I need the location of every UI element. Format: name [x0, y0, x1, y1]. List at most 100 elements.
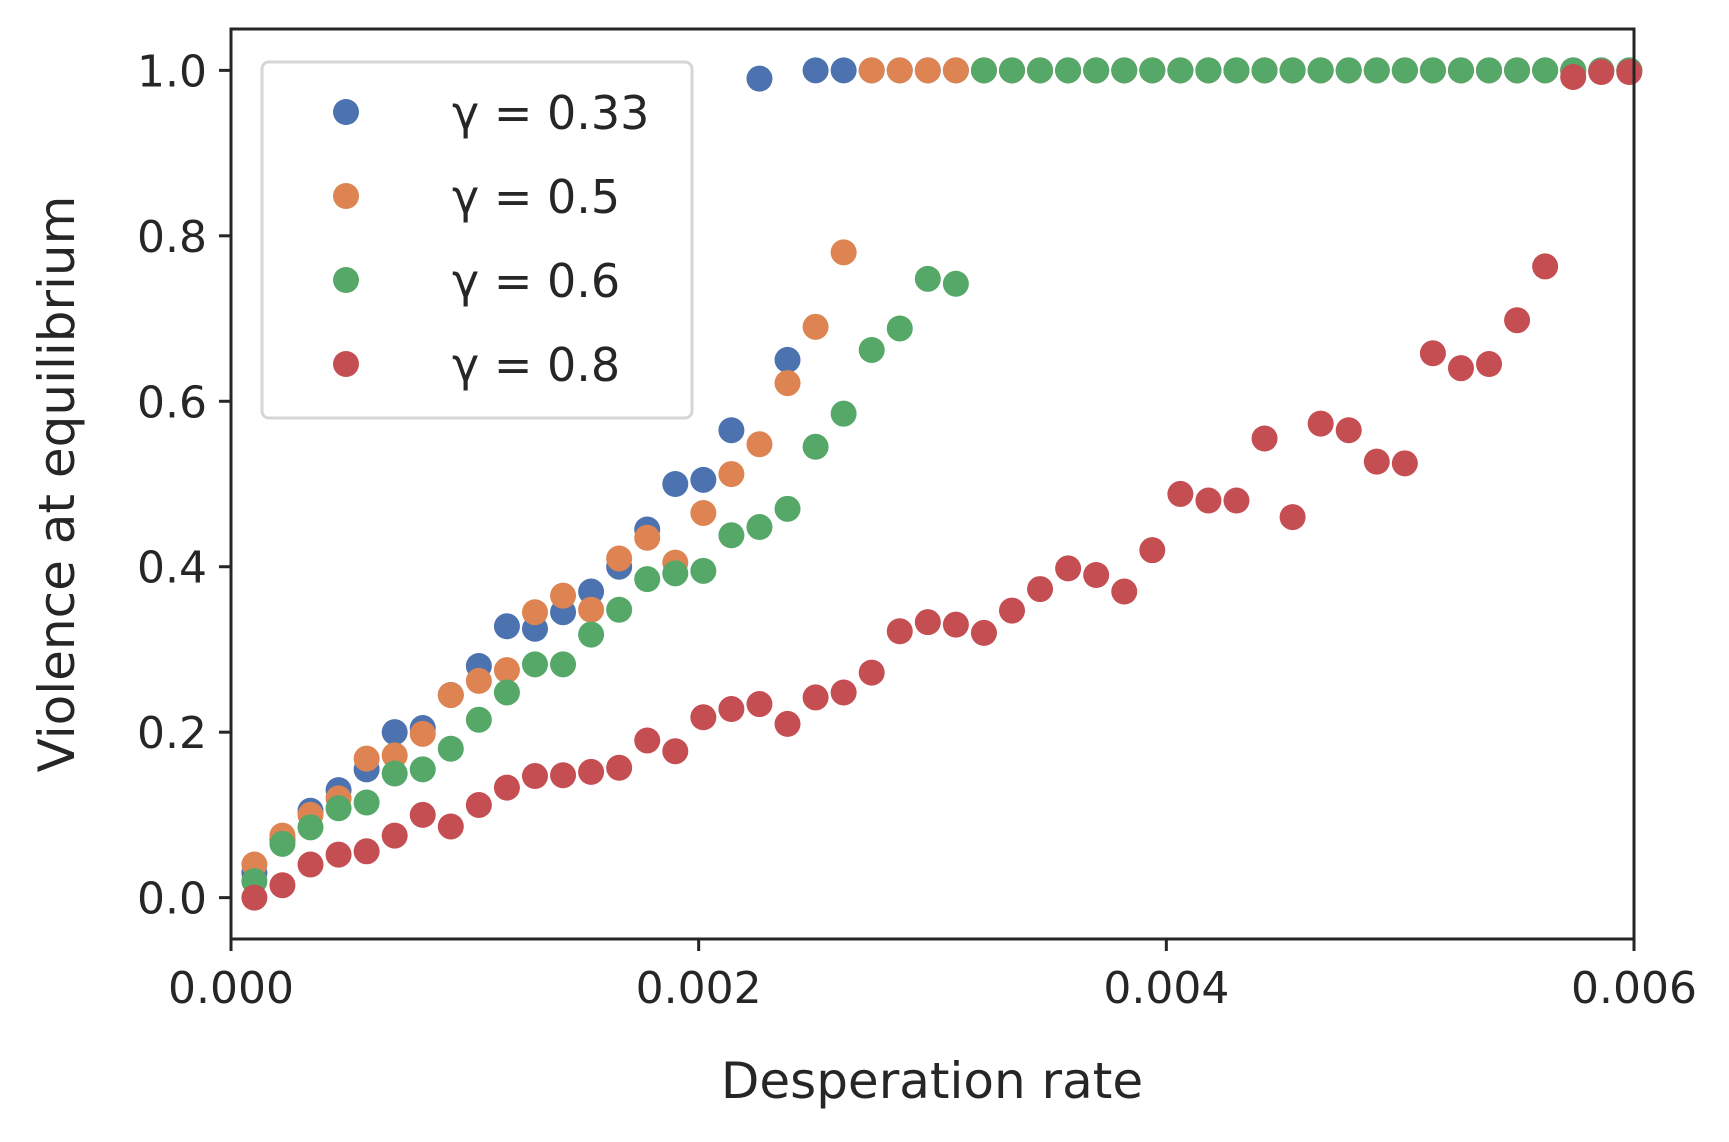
- data-point-series-3-24: [914, 609, 941, 636]
- data-point-series-0-18: [746, 65, 773, 92]
- data-point-series-3-29: [1055, 555, 1082, 582]
- x-tick-label-2: 0.004: [1103, 963, 1229, 1014]
- data-point-series-2-40: [1363, 57, 1390, 84]
- data-point-series-2-11: [550, 651, 577, 678]
- data-point-series-2-23: [886, 315, 913, 342]
- data-point-series-1-24: [914, 57, 941, 84]
- x-tick-label-1: 0.002: [636, 963, 762, 1014]
- data-point-series-3-33: [1167, 480, 1194, 507]
- data-point-series-2-44: [1476, 57, 1503, 84]
- data-point-series-3-19: [774, 710, 801, 737]
- data-point-series-3-47: [1560, 63, 1587, 90]
- plot-marks: [241, 57, 1643, 911]
- data-point-series-2-5: [381, 760, 408, 787]
- legend-marker-0: [333, 99, 359, 125]
- data-point-series-3-21: [830, 679, 857, 706]
- data-point-series-0-9: [493, 613, 520, 640]
- y-tick-label-1: 0.2: [137, 708, 207, 759]
- data-point-series-3-36: [1251, 425, 1278, 452]
- data-point-series-3-14: [634, 727, 661, 754]
- data-point-series-3-9: [493, 774, 520, 801]
- data-point-series-0-12: [578, 578, 605, 605]
- data-point-series-3-34: [1195, 487, 1222, 514]
- data-point-series-2-27: [999, 57, 1026, 84]
- data-point-series-2-13: [606, 596, 633, 623]
- data-point-series-3-27: [999, 597, 1026, 624]
- data-point-series-3-10: [521, 763, 548, 790]
- data-point-series-3-32: [1139, 537, 1166, 564]
- data-point-series-0-16: [690, 466, 717, 493]
- data-point-series-3-5: [381, 822, 408, 849]
- data-point-series-3-4: [353, 838, 380, 865]
- data-point-series-2-38: [1307, 57, 1334, 84]
- data-point-series-3-16: [690, 704, 717, 731]
- y-axis-label: Violence at equilibrium: [28, 196, 86, 773]
- data-point-series-2-19: [774, 495, 801, 522]
- data-point-series-3-45: [1504, 307, 1531, 334]
- data-point-series-2-29: [1055, 57, 1082, 84]
- data-point-series-3-35: [1223, 487, 1250, 514]
- data-point-series-3-20: [802, 684, 829, 711]
- data-point-series-3-46: [1532, 253, 1559, 280]
- data-point-series-1-21: [830, 239, 857, 266]
- data-point-series-2-41: [1391, 57, 1418, 84]
- data-point-series-2-39: [1335, 57, 1362, 84]
- data-point-series-1-19: [774, 370, 801, 397]
- data-point-series-3-41: [1391, 450, 1418, 477]
- data-point-series-3-1: [269, 872, 296, 899]
- data-point-series-2-4: [353, 789, 380, 816]
- data-point-series-3-13: [606, 754, 633, 781]
- data-point-series-1-13: [606, 545, 633, 572]
- data-point-series-2-43: [1447, 57, 1474, 84]
- data-point-series-2-3: [325, 795, 352, 822]
- data-point-series-1-9: [493, 657, 520, 684]
- data-point-series-2-31: [1111, 57, 1138, 84]
- data-point-series-3-12: [578, 758, 605, 785]
- data-point-series-3-30: [1083, 562, 1110, 588]
- data-point-series-3-18: [746, 691, 773, 718]
- data-point-series-3-49: [1616, 59, 1643, 86]
- data-point-series-3-43: [1447, 355, 1474, 382]
- data-point-series-2-32: [1139, 57, 1166, 84]
- x-tick-label-0: 0.000: [168, 963, 294, 1014]
- y-tick-label-3: 0.6: [137, 377, 207, 428]
- data-point-series-2-18: [746, 514, 773, 541]
- legend-label-3: γ = 0.8: [452, 338, 620, 392]
- data-point-series-1-5: [381, 742, 408, 769]
- data-point-series-0-21: [830, 57, 857, 84]
- y-tick-label-0: 0.0: [137, 874, 207, 925]
- data-point-series-3-31: [1111, 578, 1138, 605]
- data-point-series-2-28: [1027, 57, 1054, 84]
- y-tick-label-5: 1.0: [137, 46, 207, 97]
- data-point-series-3-7: [437, 813, 464, 840]
- data-point-series-0-19: [774, 346, 801, 373]
- data-point-series-2-1: [269, 830, 296, 857]
- data-point-series-3-44: [1476, 351, 1503, 378]
- data-point-series-3-22: [858, 659, 885, 686]
- data-point-series-3-3: [325, 841, 352, 868]
- data-point-series-1-20: [802, 313, 829, 340]
- x-tick-label-3: 0.006: [1571, 963, 1697, 1014]
- data-point-series-3-28: [1027, 576, 1054, 603]
- y-tick-label-4: 0.8: [137, 212, 207, 263]
- data-point-series-1-23: [886, 57, 913, 84]
- data-point-series-2-7: [437, 735, 464, 762]
- legend-label-1: γ = 0.5: [452, 170, 620, 224]
- data-point-series-2-15: [662, 560, 689, 587]
- data-point-series-1-17: [718, 461, 745, 488]
- data-point-series-0-5: [381, 719, 408, 746]
- axes: 0.000 0.002 0.004 0.006 0.0 0.2 0.4 0.6 0.8 1.0: [137, 46, 1697, 1014]
- data-point-series-3-17: [718, 696, 745, 723]
- data-point-series-3-39: [1335, 417, 1362, 444]
- data-point-series-0-15: [662, 471, 689, 497]
- data-point-series-1-25: [942, 57, 969, 84]
- x-axis-label: Desperation rate: [721, 1052, 1143, 1110]
- data-point-series-3-38: [1307, 410, 1334, 437]
- data-point-series-3-37: [1279, 504, 1306, 531]
- plot-frame: [229, 27, 1636, 941]
- data-point-series-3-40: [1363, 448, 1390, 475]
- data-point-series-2-9: [493, 679, 520, 706]
- data-point-series-1-18: [746, 431, 773, 458]
